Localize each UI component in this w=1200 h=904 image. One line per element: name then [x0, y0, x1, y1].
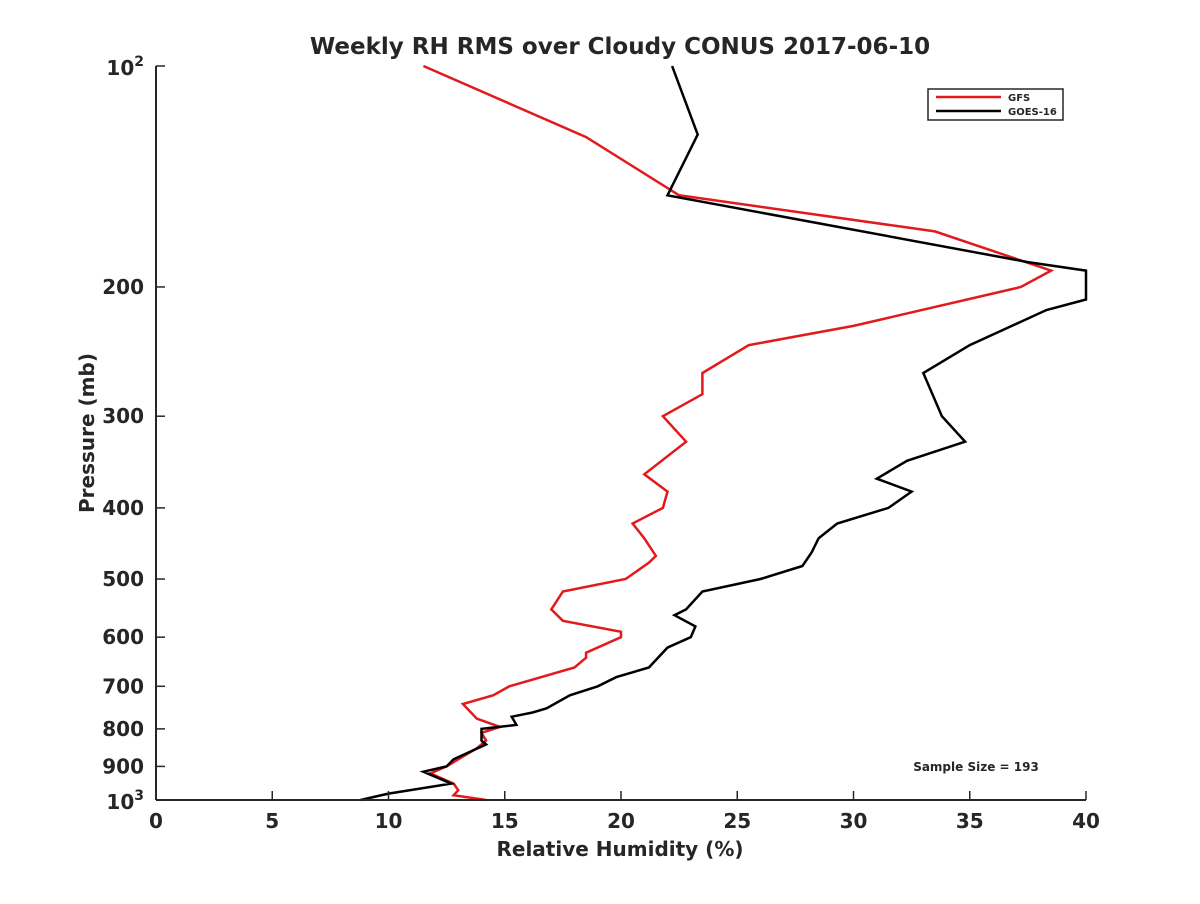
x-tick-label: 35 — [956, 809, 984, 833]
legend: GFS GOES-16 — [927, 88, 1064, 121]
x-tick-label: 30 — [840, 809, 868, 833]
x-tick-label: 10 — [375, 809, 403, 833]
x-tick-label: 40 — [1072, 809, 1100, 833]
y-tick-label: 600 — [102, 625, 144, 649]
plot-lines — [360, 64, 1088, 802]
axes — [155, 66, 1086, 801]
y-tick-label: 400 — [102, 496, 144, 520]
y-tick-label-exp: 102 — [106, 54, 144, 80]
y-axis-label: Pressure (mb) — [75, 353, 99, 513]
y-tick-label: 500 — [102, 567, 144, 591]
y-tick-label-exp: 103 — [106, 788, 144, 814]
chart-title: Weekly RH RMS over Cloudy CONUS 2017-06-… — [310, 34, 930, 60]
y-tick-label: 700 — [102, 674, 144, 698]
x-tick-label: 15 — [491, 809, 519, 833]
x-axis-label: Relative Humidity (%) — [496, 837, 743, 861]
y-tick-label: 800 — [102, 717, 144, 741]
ticks: 0 5 10 15 20 25 30 35 40 200 300 400 500 600 700 800 900… — [102, 54, 1100, 833]
y-tick-label: 200 — [102, 275, 144, 299]
legend-box — [927, 88, 1064, 121]
legend-label-gfs: GFS — [1008, 93, 1030, 104]
x-tick-label: 5 — [265, 809, 279, 833]
x-tick-label: 0 — [149, 809, 163, 833]
y-tick-label: 900 — [102, 754, 144, 778]
x-tick-label: 20 — [607, 809, 635, 833]
series-line-goes16 — [360, 65, 1088, 802]
x-tick-label: 25 — [723, 809, 751, 833]
sample-size-annotation: Sample Size = 193 — [913, 760, 1039, 774]
y-tick-label: 300 — [102, 404, 144, 428]
legend-label-goes16: GOES-16 — [1008, 107, 1057, 118]
